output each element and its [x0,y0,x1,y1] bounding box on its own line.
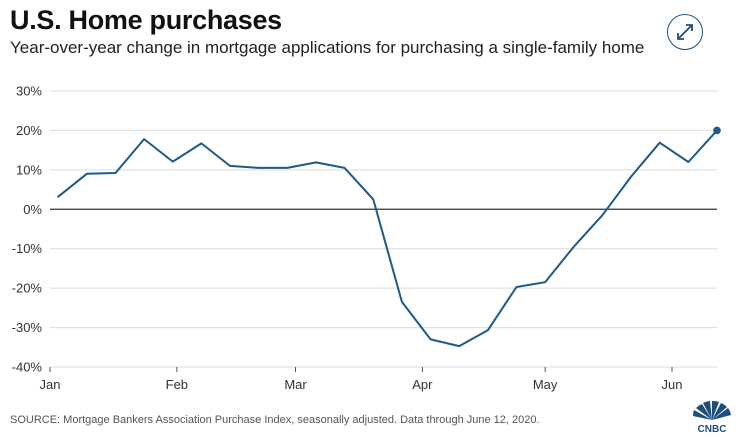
cnbc-peacock-icon: CNBC [692,400,731,435]
cnbc-logo: CNBC [688,398,736,435]
y-tick-label: 30% [16,84,42,99]
series-line [57,129,718,348]
y-tick-label: -10% [12,241,43,256]
x-axis-ticks: Jan Feb Mar Apr May Jun [40,367,683,392]
source-note: SOURCE: Mortgage Bankers Association Pur… [10,414,540,426]
gridlines [50,90,717,368]
x-tick-label: Mar [284,377,307,392]
x-tick-label: May [533,377,558,392]
x-tick-label: Jan [40,377,61,392]
y-axis-ticks: 30% 20% 10% 0% -10% -20% -30% -40% [12,84,43,375]
x-tick-label: Feb [166,377,188,392]
end-point-marker [713,126,721,135]
series-layer [57,126,721,348]
y-tick-label: -30% [12,320,43,335]
y-tick-label: 20% [16,123,42,138]
y-tick-label: -20% [12,281,43,296]
y-tick-label: 0% [23,202,42,217]
expand-button[interactable] [667,14,703,50]
brand-label: CNBC [698,424,727,434]
chart-title: U.S. Home purchases [10,5,282,35]
x-tick-label: Jun [662,377,683,392]
chart-subtitle: Year-over-year change in mortgage applic… [10,38,645,57]
y-tick-label: -40% [12,360,43,375]
x-tick-label: Apr [412,377,433,392]
expand-arrows-icon [677,24,693,40]
y-tick-label: 10% [16,162,42,177]
